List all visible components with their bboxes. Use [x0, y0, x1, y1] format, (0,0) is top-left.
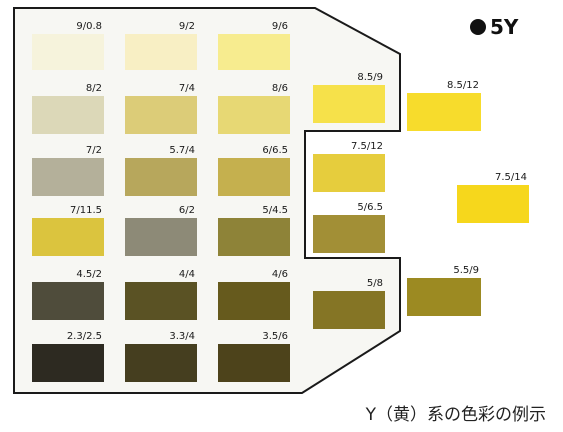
swatch-label: 8.5/9	[357, 72, 383, 83]
swatch-label: 9/6	[272, 21, 288, 32]
color-swatch	[218, 218, 290, 256]
color-swatch	[32, 282, 104, 320]
color-swatch	[313, 215, 385, 253]
color-swatch	[407, 93, 481, 131]
color-swatch	[313, 291, 385, 329]
color-swatch	[125, 282, 197, 320]
color-swatch	[313, 154, 385, 192]
swatch-label: 6/2	[179, 205, 195, 216]
swatch-label: 8/2	[86, 83, 102, 94]
swatch-label: 9/2	[179, 21, 195, 32]
swatch-label: 4.5/2	[76, 269, 102, 280]
swatch-label: 7/11.5	[70, 205, 102, 216]
color-swatch	[125, 344, 197, 382]
swatch-label: 5.5/9	[453, 265, 479, 276]
color-swatch	[125, 218, 197, 256]
color-swatch	[218, 34, 290, 70]
swatch-label: 4/4	[179, 269, 195, 280]
color-swatch	[407, 278, 481, 316]
color-swatch	[32, 218, 104, 256]
swatch-label: 6/6.5	[262, 145, 288, 156]
color-swatch	[313, 85, 385, 123]
color-swatch	[125, 34, 197, 70]
swatch-label: 3.3/4	[169, 331, 195, 342]
swatch-label: 5/8	[367, 278, 383, 289]
color-swatch	[218, 282, 290, 320]
swatch-label: 2.3/2.5	[67, 331, 102, 342]
swatch-label: 7/2	[86, 145, 102, 156]
hue-title: 5Y	[490, 15, 519, 39]
swatch-label: 5/4.5	[262, 205, 288, 216]
swatch-label: 8/6	[272, 83, 288, 94]
swatch-label: 3.5/6	[262, 331, 288, 342]
color-swatch	[32, 34, 104, 70]
color-swatch	[32, 96, 104, 134]
color-swatch	[218, 96, 290, 134]
color-swatch	[32, 158, 104, 196]
color-swatch	[218, 158, 290, 196]
swatch-label: 7.5/12	[351, 141, 383, 152]
swatch-label: 5.7/4	[169, 145, 195, 156]
swatch-label: 5/6.5	[357, 202, 383, 213]
swatch-panel-outline	[13, 7, 401, 394]
swatch-label: 9/0.8	[76, 21, 102, 32]
color-swatch	[457, 185, 529, 223]
color-swatch	[125, 158, 197, 196]
swatch-label: 8.5/12	[447, 80, 479, 91]
hue-dot-icon	[470, 19, 486, 35]
hue-title-group: 5Y	[470, 15, 519, 39]
chart-caption: Y（黄）系の色彩の例示	[365, 405, 546, 425]
swatch-label: 4/6	[272, 269, 288, 280]
swatch-label: 7.5/14	[495, 172, 527, 183]
swatch-group: 9/0.8 9/2 9/6 8/2 7/4 8/6 8.5/9 8.5/12 7/2 5.7/4 6…	[32, 21, 529, 382]
color-swatch	[125, 96, 197, 134]
color-swatch	[32, 344, 104, 382]
color-swatch	[218, 344, 290, 382]
swatch-label: 7/4	[179, 83, 195, 94]
